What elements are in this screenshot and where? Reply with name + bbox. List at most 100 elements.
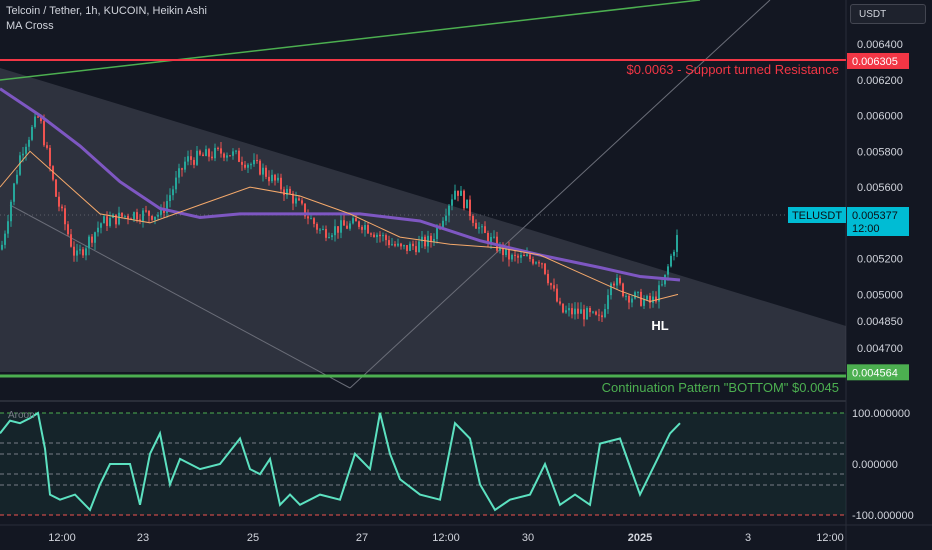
candle-body xyxy=(208,149,210,157)
aroon-title: Aroon xyxy=(8,410,35,421)
price-tick: 0.004850 xyxy=(857,316,903,328)
aroon-line xyxy=(0,411,681,512)
candle-body xyxy=(1,244,3,250)
candle-body xyxy=(202,154,204,157)
currency-button[interactable]: USDT xyxy=(850,4,926,24)
candle-body xyxy=(520,255,522,258)
candle-body xyxy=(673,251,675,256)
candle-body xyxy=(109,217,111,226)
candle-body xyxy=(103,216,105,224)
price-axis[interactable]: 0.006400 0.006200 0.006000 0.005800 0.005600… xyxy=(857,39,903,355)
candle-body xyxy=(556,288,558,302)
candle-body xyxy=(364,225,366,230)
candle-body xyxy=(241,161,243,165)
candle-body xyxy=(76,250,78,256)
candle-body xyxy=(436,226,438,239)
candle-body xyxy=(265,167,267,177)
candle-body xyxy=(667,266,669,275)
candle-body xyxy=(13,183,15,202)
candle-body xyxy=(412,243,414,247)
candle-body xyxy=(601,315,603,318)
aroon-tick: 0.000000 xyxy=(852,459,898,471)
candle-body xyxy=(334,226,336,236)
candle-body xyxy=(571,308,573,315)
candle-body xyxy=(541,263,543,265)
price-tag-label: 0.004564 xyxy=(852,367,898,379)
candle-body xyxy=(634,292,636,299)
candle-body xyxy=(118,212,120,225)
candle-body xyxy=(199,150,201,155)
candle-body xyxy=(346,225,348,229)
candle-body xyxy=(64,208,66,225)
last-price-label: TELUSDT 0.005377 12:00 xyxy=(788,207,909,236)
time-axis[interactable]: 12:00 23 25 27 12:00 30 2025 3 12:00 xyxy=(48,532,844,544)
candle-body xyxy=(586,307,588,320)
candle-body xyxy=(616,277,618,286)
price-tick: 0.005800 xyxy=(857,146,903,158)
candle-body xyxy=(331,235,333,238)
candle-body xyxy=(94,232,96,243)
candle-body xyxy=(508,247,510,260)
candle-body xyxy=(565,310,567,313)
candle-body xyxy=(655,296,657,302)
aroon-axis: 100.000000 0.000000 -100.000000 xyxy=(852,408,914,522)
candle-body xyxy=(523,255,525,257)
candle-body xyxy=(343,220,345,226)
candle-body xyxy=(622,283,624,297)
candle-body xyxy=(580,309,582,314)
candle-body xyxy=(79,249,81,251)
candle-body xyxy=(592,311,594,313)
resistance-annotation: $0.0063 - Support turned Resistance xyxy=(627,62,839,77)
candle-body xyxy=(430,235,432,242)
candle-body xyxy=(478,227,480,229)
ma-fast-line xyxy=(0,150,679,303)
candle-body xyxy=(31,126,33,140)
candle-body xyxy=(544,263,546,274)
time-tick: 3 xyxy=(745,532,751,544)
candle-body xyxy=(304,203,306,217)
price-tick: 0.006200 xyxy=(857,75,903,87)
candle-body xyxy=(70,234,72,247)
candle-body xyxy=(274,174,276,181)
candle-body xyxy=(145,210,147,212)
candle-body xyxy=(58,196,60,207)
candle-body xyxy=(460,190,462,196)
candle-body xyxy=(106,216,108,226)
candle-body xyxy=(532,259,534,264)
candle-body xyxy=(73,246,75,256)
candle-body xyxy=(247,164,249,168)
candle-body xyxy=(97,227,99,233)
candle-body xyxy=(448,205,450,216)
candle-body xyxy=(493,236,495,238)
candle-body xyxy=(193,159,195,165)
candle-body xyxy=(16,174,18,184)
candle-body xyxy=(676,235,678,252)
candle-body xyxy=(490,237,492,244)
price-tick: 0.004700 xyxy=(857,343,903,355)
candle-body xyxy=(319,229,321,231)
candle-body xyxy=(637,291,639,293)
candle-body xyxy=(391,244,393,246)
symbol-header[interactable]: Telcoin / Tether, 1h, KUCOIN, Heikin Ash… xyxy=(6,5,207,17)
candle-body xyxy=(40,116,42,122)
candle-body xyxy=(235,150,237,152)
candle-body xyxy=(127,215,129,219)
candle-body xyxy=(466,199,468,209)
candle-body xyxy=(277,177,279,181)
candle-body xyxy=(484,226,486,233)
candle-body xyxy=(385,235,387,241)
candle-body xyxy=(577,308,579,314)
candle-body xyxy=(229,155,231,157)
candle-body xyxy=(598,314,600,316)
indicator-label[interactable]: MA Cross xyxy=(6,20,54,32)
candle-body xyxy=(328,237,330,239)
candle-body xyxy=(574,308,576,315)
candle-body xyxy=(547,273,549,284)
candle-body xyxy=(631,298,633,303)
candle-body xyxy=(568,308,570,311)
candle-body xyxy=(394,244,396,246)
candle-body xyxy=(313,218,315,224)
price-tag-label: 0.006305 xyxy=(852,56,898,68)
candle-body xyxy=(154,216,156,220)
